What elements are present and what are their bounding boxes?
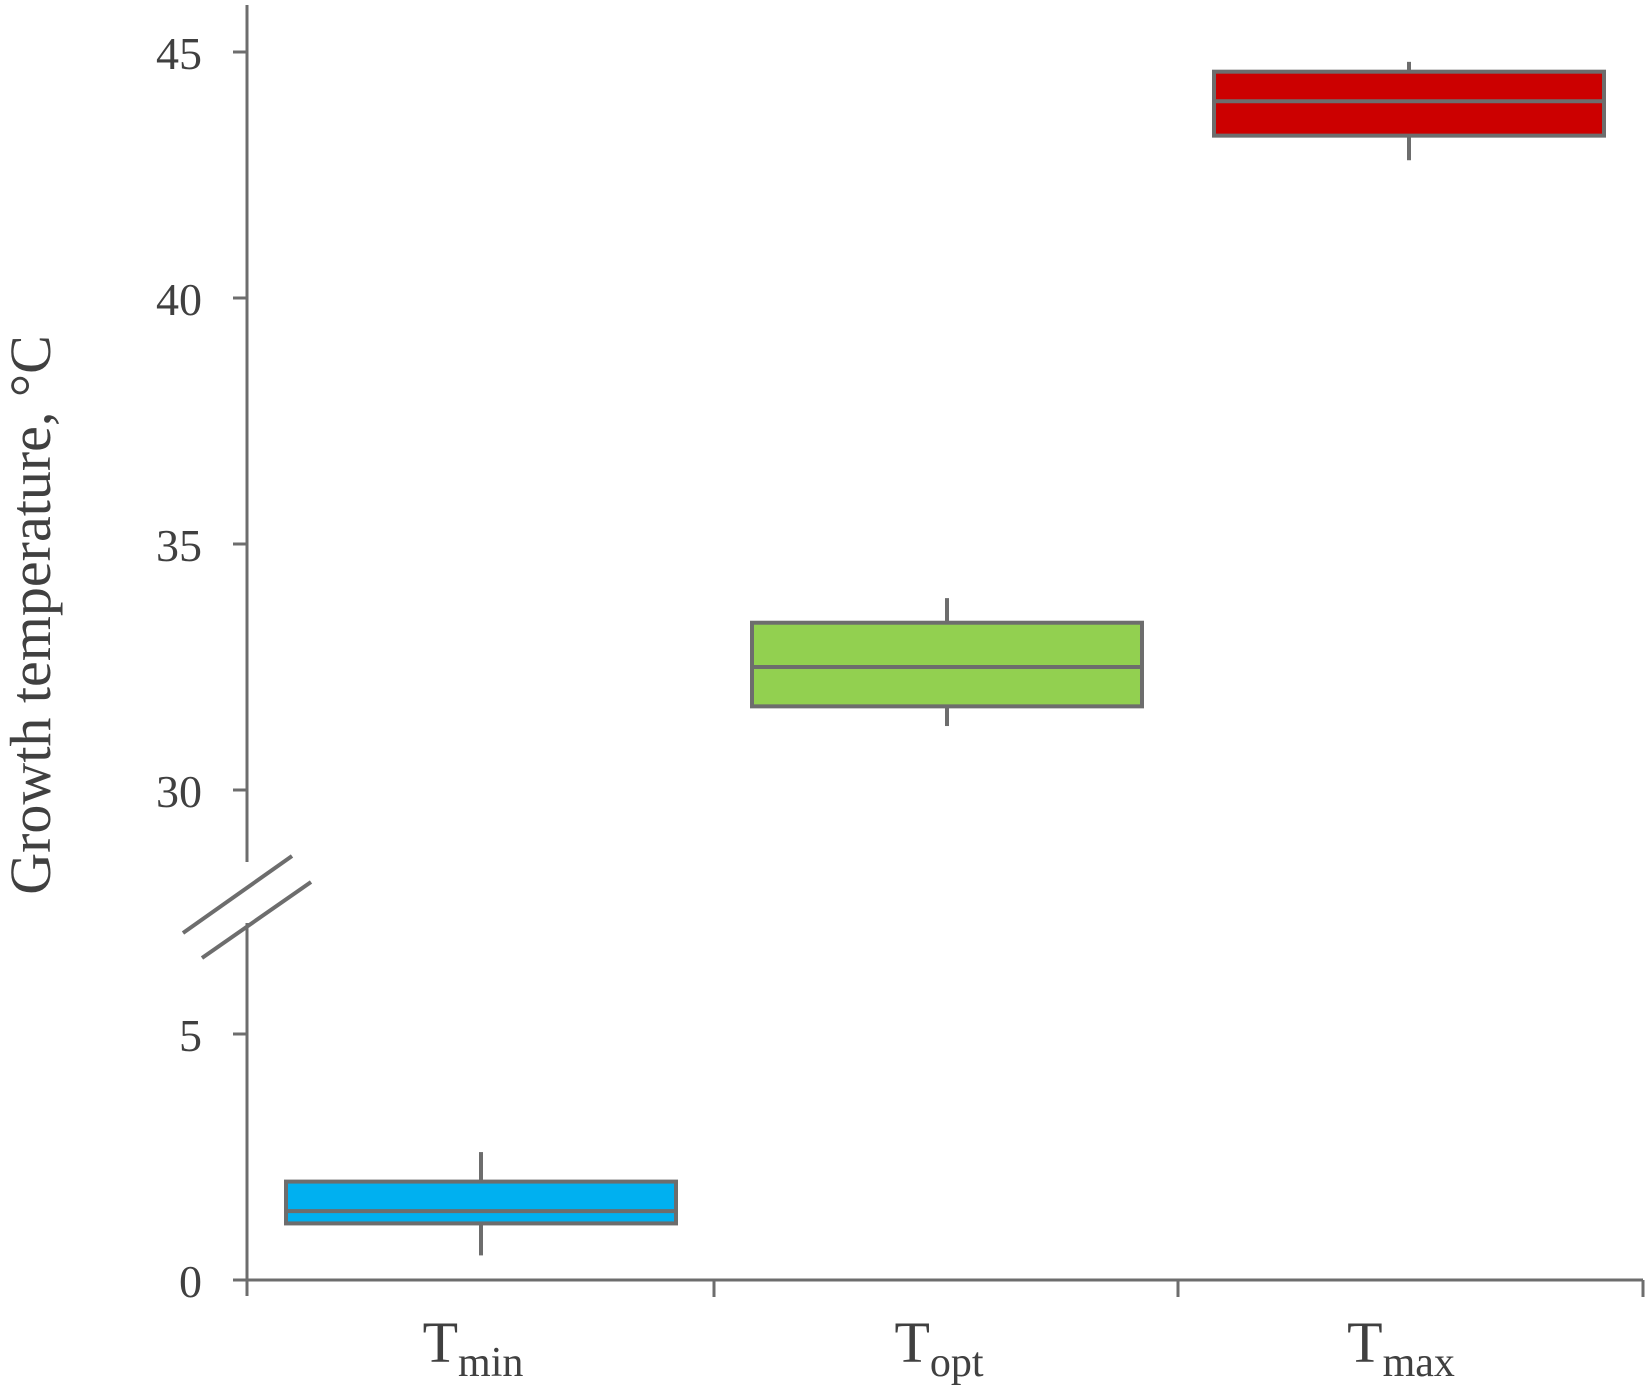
y-tick-label: 0 (179, 1256, 202, 1307)
y-axis-title: Growth temperature, °C (0, 335, 63, 895)
axis-break-mark (181, 854, 294, 935)
x-tick-label: Tmin (423, 1310, 524, 1385)
box-tmin (284, 1179, 678, 1226)
x-tick-label: Tmax (1347, 1310, 1455, 1385)
box-tmax (1212, 69, 1606, 138)
label-layer: 0 5 30 35 40 45 Tmin Topt Tmax (156, 28, 1455, 1386)
y-tick-label: 35 (156, 520, 202, 571)
box-layer (284, 61, 1606, 1256)
box-topt (750, 620, 1144, 709)
axis-layer (181, 5, 1645, 1297)
y-tick-label: 45 (156, 28, 202, 79)
y-tick-label: 40 (156, 274, 202, 325)
x-tick-label: Topt (894, 1310, 983, 1385)
y-tick-label: 5 (179, 1010, 202, 1061)
y-tick-label: 30 (156, 766, 202, 817)
axis-break-mark (200, 880, 313, 960)
